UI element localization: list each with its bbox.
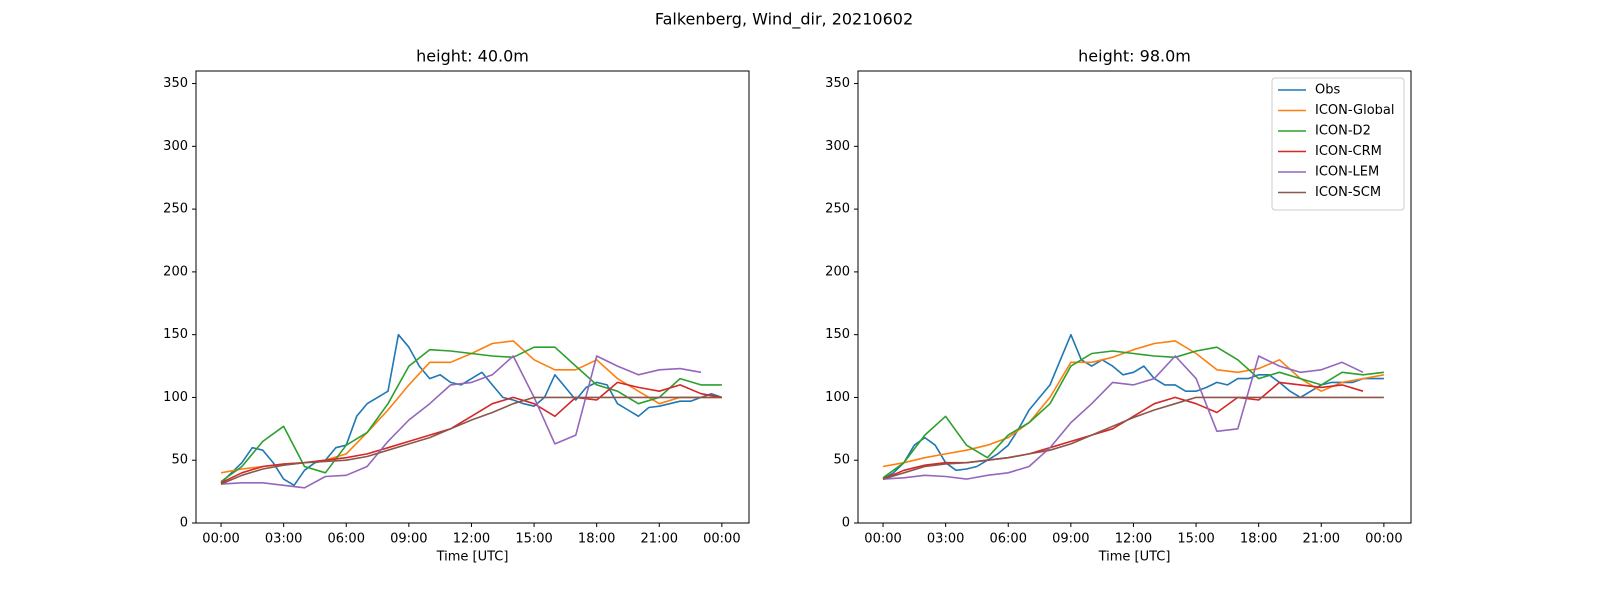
x-tick-label: 09:00 bbox=[1052, 532, 1089, 547]
x-tick-label: 12:00 bbox=[1115, 532, 1152, 547]
series-line bbox=[882, 355, 1364, 480]
y-tick-label: 150 bbox=[825, 327, 850, 342]
y-tick-label: 250 bbox=[825, 202, 850, 217]
y-tick-label: 50 bbox=[171, 453, 188, 468]
x-axis-label: Time [UTC] bbox=[436, 550, 509, 565]
x-tick-label: 12:00 bbox=[453, 532, 490, 547]
series-line bbox=[882, 346, 1384, 479]
y-tick-label: 250 bbox=[163, 202, 188, 217]
series-line bbox=[882, 340, 1385, 468]
y-tick-label: 300 bbox=[163, 139, 188, 154]
x-tick-label: 15:00 bbox=[1177, 532, 1214, 547]
x-tick-label: 15:00 bbox=[515, 532, 552, 547]
legend-label: Obs bbox=[1315, 83, 1340, 98]
x-tick-label: 06:00 bbox=[990, 532, 1027, 547]
series-line bbox=[220, 355, 702, 489]
x-axis-label: Time [UTC] bbox=[1098, 550, 1171, 565]
legend-label: ICON-LEM bbox=[1315, 165, 1379, 180]
x-tick-label: 21:00 bbox=[1303, 532, 1340, 547]
x-tick-label: 18:00 bbox=[1240, 532, 1277, 547]
series-line bbox=[220, 333, 723, 487]
x-tick-label: 00:00 bbox=[202, 532, 239, 547]
series-line bbox=[220, 346, 722, 483]
axes-title: height: 98.0m bbox=[1078, 47, 1191, 66]
x-tick-label: 06:00 bbox=[328, 532, 365, 547]
series-line bbox=[220, 396, 722, 485]
y-tick-label: 350 bbox=[825, 76, 850, 91]
legend-label: ICON-D2 bbox=[1315, 124, 1371, 139]
y-tick-label: 350 bbox=[163, 76, 188, 91]
x-tick-label: 21:00 bbox=[641, 532, 678, 547]
figure-title: Falkenberg, Wind_dir, 20210602 bbox=[655, 10, 913, 30]
y-tick-label: 50 bbox=[833, 453, 850, 468]
x-tick-label: 09:00 bbox=[390, 532, 427, 547]
x-tick-label: 00:00 bbox=[703, 532, 740, 547]
y-tick-label: 0 bbox=[842, 516, 850, 531]
series-line bbox=[220, 340, 722, 474]
legend-label: ICON-Global bbox=[1315, 103, 1395, 118]
y-tick-label: 150 bbox=[163, 327, 188, 342]
y-tick-label: 0 bbox=[180, 516, 188, 531]
x-tick-label: 00:00 bbox=[1365, 532, 1402, 547]
y-tick-label: 200 bbox=[825, 264, 850, 279]
series-line bbox=[882, 396, 1384, 480]
legend-label: ICON-CRM bbox=[1315, 144, 1382, 159]
y-tick-label: 300 bbox=[825, 139, 850, 154]
y-tick-label: 100 bbox=[825, 390, 850, 405]
axes-title: height: 40.0m bbox=[416, 47, 529, 66]
legend-label: ICON-SCM bbox=[1315, 185, 1381, 200]
axes-frame bbox=[857, 70, 1412, 524]
x-tick-label: 03:00 bbox=[927, 532, 964, 547]
x-tick-label: 00:00 bbox=[864, 532, 901, 547]
y-tick-label: 100 bbox=[163, 390, 188, 405]
y-tick-label: 200 bbox=[163, 264, 188, 279]
x-tick-label: 18:00 bbox=[578, 532, 615, 547]
series-line bbox=[882, 333, 1384, 480]
x-tick-label: 03:00 bbox=[265, 532, 302, 547]
axes-frame bbox=[195, 70, 750, 524]
